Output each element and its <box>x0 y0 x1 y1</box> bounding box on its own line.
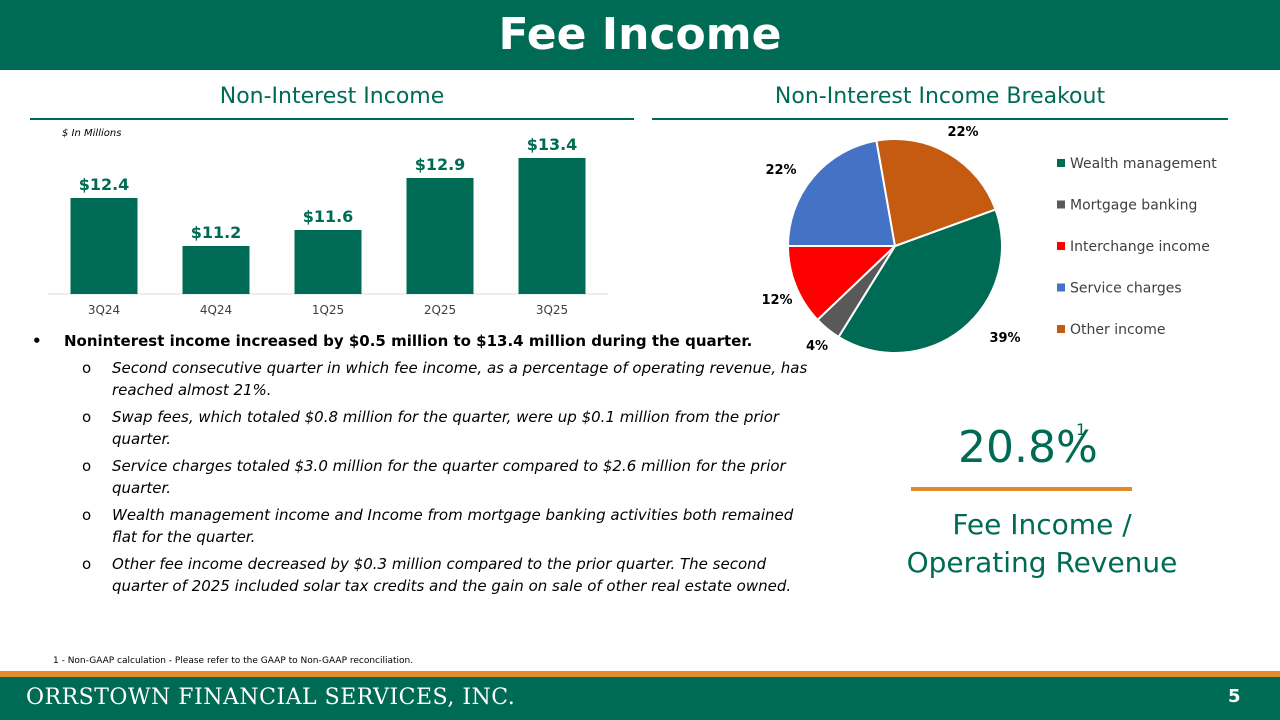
pie-data-label: 4% <box>806 339 828 354</box>
kpi-label-line1: Fee Income / <box>952 508 1132 541</box>
sub-bullet: o Wealth management income and Income fr… <box>30 504 810 548</box>
pie-slice <box>786 245 898 322</box>
x-tick-label: 1Q25 <box>312 303 344 317</box>
page-number: 5 <box>1228 686 1241 707</box>
bar <box>294 230 362 294</box>
commentary-bullets: • Noninterest income increased by $0.5 m… <box>30 330 810 597</box>
footer-bar <box>0 677 1280 720</box>
pie-chart-title-rule <box>652 118 1228 120</box>
title-bar <box>0 0 1280 70</box>
kpi-divider <box>911 487 1132 491</box>
bar-chart-title-rule <box>30 118 634 120</box>
pie-data-label: 12% <box>761 293 792 308</box>
sub-bullet-marker: o <box>82 506 92 524</box>
page-title: Fee Income <box>498 9 782 60</box>
pie-data-label: 39% <box>989 331 1020 346</box>
company-logo: ORRSTOWN FINANCIAL SERVICES, INC. <box>26 685 516 710</box>
sub-bullet-text: Swap fees, which totaled $0.8 million fo… <box>112 408 780 448</box>
kpi-label: Fee Income / Operating Revenue <box>900 506 1184 582</box>
bar-chart: $12.4 3Q24 $11.2 4Q24 $11.6 1Q25 $12.9 2Q25 $13.… <box>48 135 608 317</box>
footnote: 1 - Non-GAAP calculation - Please refer … <box>53 656 414 666</box>
pie-chart-title: Non-Interest Income Breakout <box>774 84 1106 109</box>
sub-bullet-text: Second consecutive quarter in which fee … <box>112 359 808 399</box>
pie-chart: 39% 4% 12% 22% 22% Wealth management Mortgage … <box>761 125 1217 354</box>
bar-chart-title: Non-Interest Income <box>219 84 445 109</box>
legend-label: Service charges <box>1070 281 1182 297</box>
bar <box>518 158 586 294</box>
x-tick-label: 2Q25 <box>424 303 456 317</box>
pie-slice <box>837 208 1003 354</box>
sub-bullet-marker: o <box>82 457 92 475</box>
sub-bullet-text: Wealth management income and Income from… <box>112 506 794 546</box>
legend-label: Interchange income <box>1070 239 1210 255</box>
bar <box>406 178 474 294</box>
legend-label: Mortgage banking <box>1070 198 1197 214</box>
units-label: $ In Millions <box>62 128 122 139</box>
bar-data-label: $12.4 <box>79 175 130 194</box>
sub-bullet: o Swap fees, which totaled $0.8 million … <box>30 406 810 450</box>
bullet-marker: • <box>32 332 42 350</box>
main-bullet: • Noninterest income increased by $0.5 m… <box>30 330 810 352</box>
kpi-value: 20.8% <box>958 422 1098 473</box>
bar <box>182 246 250 294</box>
x-tick-label: 3Q25 <box>536 303 568 317</box>
sub-bullet-marker: o <box>82 408 92 426</box>
legend-swatch <box>1057 325 1065 333</box>
x-tick-label: 4Q24 <box>200 303 232 317</box>
x-tick-label: 3Q24 <box>88 303 120 317</box>
sub-bullet-marker: o <box>82 359 92 377</box>
sub-bullet-marker: o <box>82 555 92 573</box>
bar-data-label: $11.6 <box>303 207 354 226</box>
legend-swatch <box>1057 283 1065 292</box>
legend-swatch <box>1057 200 1065 209</box>
legend-label: Other income <box>1070 322 1165 338</box>
pie-slice <box>786 139 897 247</box>
legend-swatch <box>1057 159 1065 167</box>
pie-data-label: 22% <box>765 163 796 178</box>
kpi-label-line2: Operating Revenue <box>906 546 1178 579</box>
kpi-footnote-ref: 1 <box>1076 420 1087 439</box>
bar-data-label: $12.9 <box>415 155 466 174</box>
bar-data-label: $13.4 <box>527 135 578 154</box>
main-bullet-text: Noninterest income increased by $0.5 mil… <box>64 332 753 350</box>
legend-label: Wealth management <box>1070 156 1217 172</box>
sub-bullet-text: Other fee income decreased by $0.3 milli… <box>112 555 792 595</box>
legend-swatch <box>1057 242 1065 250</box>
footer-accent-stripe <box>0 671 1280 677</box>
sub-bullet: o Second consecutive quarter in which fe… <box>30 357 810 401</box>
pie-slice <box>875 138 997 248</box>
sub-bullet: o Other fee income decreased by $0.3 mil… <box>30 553 810 597</box>
bar <box>70 198 138 294</box>
sub-bullet: o Service charges totaled $3.0 million f… <box>30 455 810 499</box>
pie-data-label: 22% <box>947 125 978 140</box>
sub-bullet-text: Service charges totaled $3.0 million for… <box>112 457 786 497</box>
bar-data-label: $11.2 <box>191 223 242 242</box>
